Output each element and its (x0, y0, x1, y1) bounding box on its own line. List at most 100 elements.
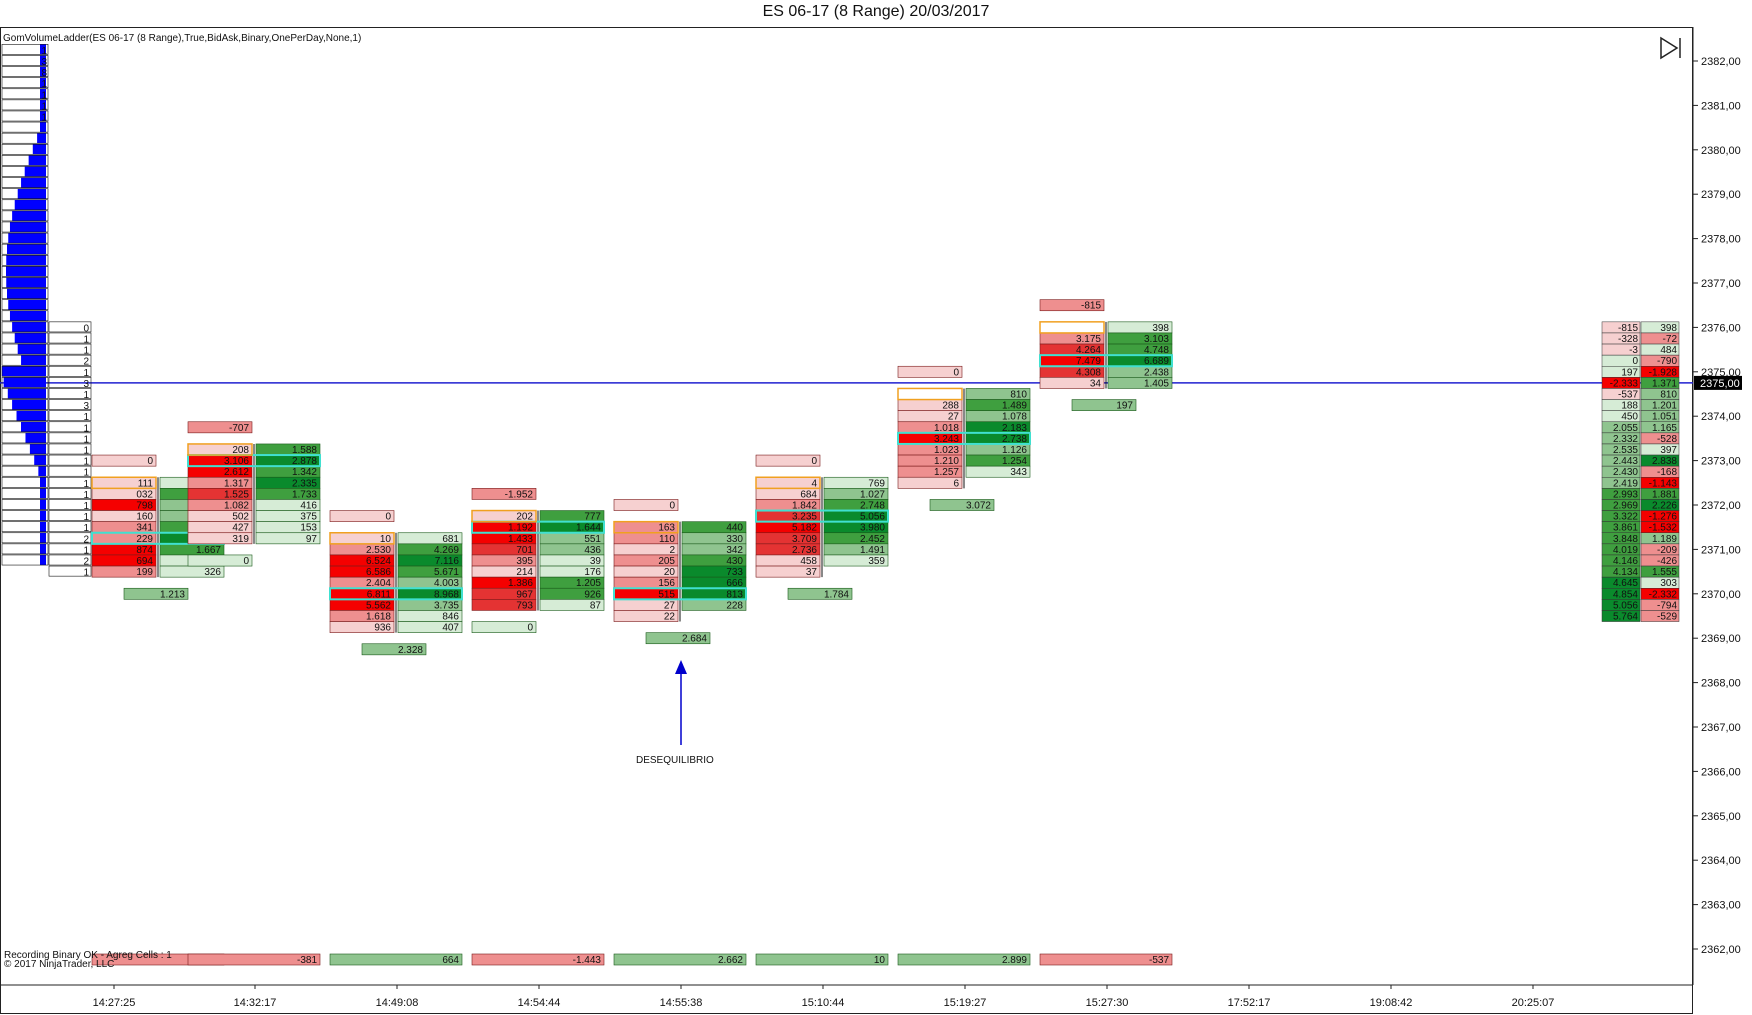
price-tick-label: 2374,00 (1701, 411, 1741, 423)
bid-cell (613, 543, 679, 556)
profile-bar (14, 332, 46, 344)
profile-cell (48, 365, 92, 377)
session-delta-label: -2.333 (1610, 378, 1639, 389)
bid-volume-label: 208 (232, 445, 249, 456)
profile-label: 8 (41, 68, 47, 79)
play-pause-icon[interactable] (1659, 36, 1685, 60)
profile-cell (1, 88, 49, 100)
bid-volume-label: 2.612 (224, 467, 249, 478)
session-cum-label: 1.881 (1652, 489, 1677, 500)
session-cum-label: 810 (1660, 389, 1677, 400)
bid-volume-label: 1.023 (934, 445, 959, 456)
session-delta-label: 4.134 (1613, 567, 1638, 578)
bar-total-label: 10 (874, 955, 886, 966)
bid-cell (1039, 377, 1105, 389)
profile-cell (1, 155, 49, 166)
session-cum-label: -1.928 (1649, 367, 1678, 378)
poc-highlight (329, 587, 463, 601)
profile-cell (1, 343, 49, 355)
bid-volume-label: 288 (942, 401, 959, 412)
bid-volume-label: 1.257 (934, 467, 959, 478)
bar-total-label: -537 (1149, 955, 1169, 966)
profile-bar (29, 443, 46, 455)
bar-total-box (187, 953, 321, 966)
profile-bar (40, 44, 46, 55)
session-cum-label: -1.143 (1649, 478, 1678, 489)
status-line: Recording Binary OK - Agreg Cells : 1 (4, 950, 172, 961)
profile-cell (1, 132, 49, 144)
delta-top-label: -815 (1081, 301, 1101, 312)
price-tick-label: 2377,00 (1701, 278, 1741, 290)
bar-total-box (613, 953, 747, 966)
ask-volume-label: 2.748 (860, 500, 885, 511)
profile-bar (40, 532, 46, 543)
ask-cell (397, 621, 463, 633)
session-delta-label: 2.419 (1613, 478, 1638, 489)
ask-volume-label: 2.183 (1002, 423, 1027, 434)
profile-cell (48, 488, 92, 499)
ask-volume-label: 326 (204, 567, 221, 578)
session-cum-label: -529 (1657, 611, 1677, 622)
profile-bar (40, 554, 46, 566)
profile-label: 1 (83, 457, 89, 468)
bid-volume-label: 1.317 (224, 478, 249, 489)
bid-volume-label: 4 (811, 478, 817, 489)
delta-bottom-box (929, 499, 995, 511)
profile-bar (40, 477, 46, 488)
session-delta-label: 3.861 (1613, 523, 1638, 534)
profile-label: 1 (83, 368, 89, 379)
ask-volume-label: 2.738 (1002, 434, 1027, 445)
profile-bar (2, 366, 46, 377)
time-tick-label: 15:19:27 (944, 997, 987, 1009)
bid-volume-label: 205 (658, 556, 675, 567)
price-tick-label: 2367,00 (1701, 722, 1741, 734)
profile-bar (9, 310, 46, 321)
profile-cell (1, 410, 49, 422)
bid-volume-label: 798 (136, 500, 153, 511)
bid-volume-label: 3.106 (224, 456, 249, 467)
open-highlight (613, 520, 679, 534)
bid-cell (187, 532, 253, 545)
profile-bar (34, 455, 46, 466)
profile-bar (38, 466, 46, 477)
open-highlight (755, 476, 821, 490)
session-cum-label: -426 (1657, 556, 1677, 567)
profile-cell (1, 510, 49, 521)
delta-bottom-label: 1.784 (824, 589, 849, 600)
ask-volume-label: 1.078 (1002, 412, 1027, 423)
ask-volume-label: 666 (726, 578, 743, 589)
ask-volume-label: 430 (726, 556, 743, 567)
bid-volume-label: 032 (136, 489, 153, 500)
ask-volume-label: 846 (442, 611, 459, 622)
profile-bar (40, 543, 46, 554)
bid-volume-label: 20 (664, 567, 676, 578)
session-delta-label: 450 (1621, 412, 1638, 423)
ask-volume-label: 2.878 (292, 456, 317, 467)
bid-volume-label: 3.235 (792, 512, 817, 523)
ask-volume-label: 3.980 (860, 523, 885, 534)
profile-cell (1, 44, 49, 55)
ask-volume-label: 733 (726, 567, 743, 578)
profile-cell (1, 399, 49, 410)
delta-bottom-label: 1.213 (160, 589, 185, 600)
profile-cell (1, 499, 49, 510)
delta-bottom-label: 0 (527, 623, 533, 634)
profile-label: 1 (83, 390, 89, 401)
ask-volume-label: 1.667 (196, 545, 221, 556)
ask-volume-label: 97 (306, 534, 318, 545)
profile-cell (1, 543, 49, 555)
annotation-arrow-head (675, 660, 687, 674)
delta-top-label: 0 (147, 456, 153, 467)
bid-volume-label: 2.530 (366, 545, 391, 556)
profile-label: 3 (41, 57, 47, 68)
price-tick-label: 2373,00 (1701, 456, 1741, 468)
profile-cell (1, 388, 49, 399)
ask-volume-label: 416 (300, 500, 317, 511)
copyright-line: © 2017 NinjaTrader, LLC (4, 959, 115, 970)
profile-bar (40, 88, 46, 99)
ask-volume-label: 407 (442, 623, 459, 634)
profile-bar (7, 244, 46, 255)
bid-volume-label: 319 (232, 534, 249, 545)
session-cum-label: -790 (1657, 356, 1677, 367)
